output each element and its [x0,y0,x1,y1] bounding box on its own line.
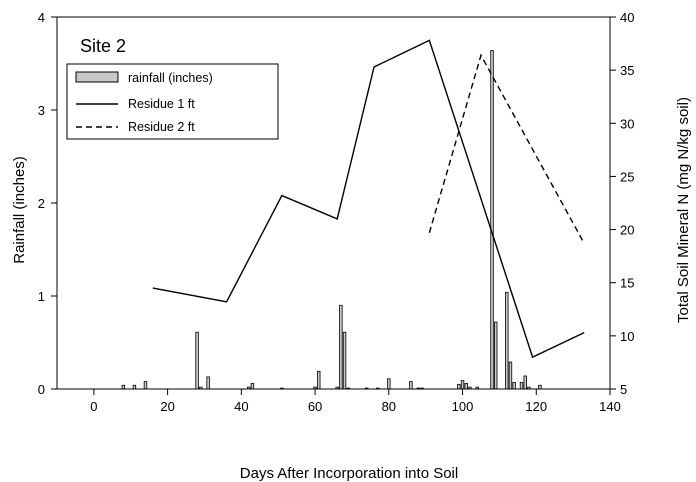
x-axis-label: Days After Incorporation into Soil [240,465,458,482]
x-tick-label: 80 [382,399,396,414]
rainfall-bar [206,376,210,390]
y-left-tick-label: 0 [38,382,45,397]
rainfall-bar [464,383,468,390]
series-line-residue-2 [428,53,585,244]
rainfall-bar [143,381,148,390]
y-axis-right-label: Total Soil Mineral N (mg N/kg soil) [675,97,692,323]
x-tick-label: 100 [452,399,474,414]
series-line-residue-1 [152,39,585,359]
rainfall-bar [409,381,413,390]
x-tick-label: 40 [234,399,248,414]
y-left-tick-label: 1 [38,289,45,304]
y-left-tick-label: 2 [38,196,45,211]
rainfall-bar [195,331,199,390]
rainfall-bar [494,321,498,390]
rainfall-bar [519,382,524,390]
rainfall-bar [250,383,255,390]
y-right-tick-label: 25 [620,169,634,184]
rainfall-bar [505,291,509,390]
legend-swatch-rainfall [75,71,119,83]
rainfall-bar [523,375,527,390]
tick-labels: 0 20 40 60 80 100 120 140 0 1 2 3 4 5 10 15 20 25 30 35 40 [38,10,635,414]
rainfall-bar [457,383,461,390]
y-right-tick-label: 35 [620,63,634,78]
panel-label: Site 2 [80,36,126,56]
rainfall-bar [339,304,343,390]
y-right-tick-label: 40 [620,10,634,25]
legend-label-rainfall: rainfall (inches) [128,71,213,85]
y-axis-left-label: Rainfall (inches) [11,156,28,264]
y-right-tick-label: 20 [620,223,634,238]
rainfall-bar [538,384,542,390]
rainfall-bar [342,331,347,390]
legend: rainfall (inches) Residue 1 ft Residue 2… [66,63,279,140]
x-tick-label: 140 [599,399,621,414]
rainfall-bar [132,384,137,390]
x-tick-label: 20 [160,399,174,414]
y-left-tick-label: 4 [38,10,45,25]
rainfall-bar [460,380,465,390]
y-right-tick-label: 10 [620,329,634,344]
rainfall-bar [121,384,126,390]
x-tick-label: 60 [308,399,322,414]
rainfall-bar [508,361,513,390]
x-tick-label: 0 [90,399,97,414]
legend-label-residue-1: Residue 1 ft [128,97,195,111]
axes [51,16,616,395]
rainfall-bar [317,370,321,390]
x-tick-label: 120 [525,399,547,414]
mineral-n-lines [152,39,585,359]
legend-label-residue-2: Residue 2 ft [128,120,195,134]
y-left-tick-label: 3 [38,103,45,118]
y-right-tick-label: 30 [620,116,634,131]
y-right-tick-label: 5 [620,382,627,397]
rainfall-bar [512,382,516,390]
rainfall-bar [387,378,391,390]
rainfall-bar [490,50,494,390]
y-right-tick-label: 15 [620,276,634,291]
